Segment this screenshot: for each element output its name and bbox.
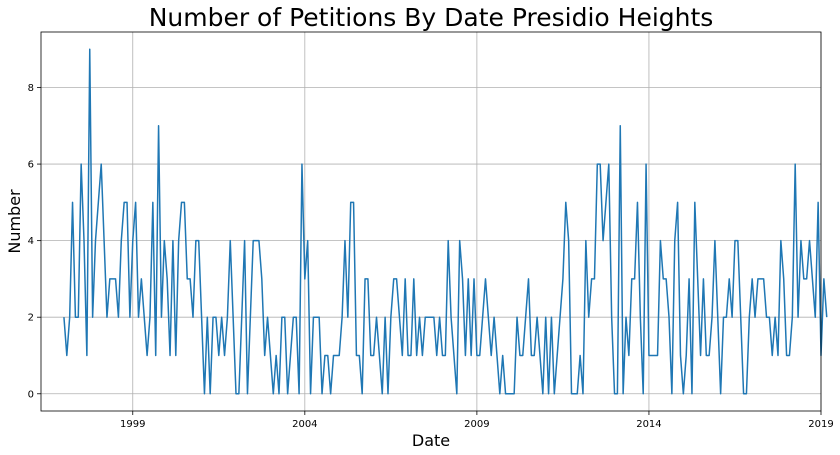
x-tick-label: 2019	[808, 419, 833, 430]
chart-title: Number of Petitions By Date Presidio Hei…	[149, 3, 714, 32]
x-tick-label: 1999	[120, 419, 145, 430]
x-tick-label: 2014	[636, 419, 661, 430]
y-tick-label: 8	[28, 83, 34, 94]
plot-frame	[40, 31, 822, 412]
y-tick-label: 2	[28, 313, 34, 324]
series-line	[63, 48, 828, 395]
y-axis-label: Number	[5, 189, 24, 254]
y-tick-label: 6	[28, 160, 34, 171]
x-axis-label: Date	[412, 431, 450, 450]
x-axis: 1999 2004 2009 2014 2019	[120, 411, 834, 430]
x-tick-label: 2004	[292, 419, 317, 430]
x-tick-label: 2009	[464, 419, 489, 430]
y-tick-label: 4	[28, 236, 34, 247]
y-tick-label: 0	[28, 389, 34, 400]
y-axis: 0 2 4 6 8	[28, 83, 41, 400]
